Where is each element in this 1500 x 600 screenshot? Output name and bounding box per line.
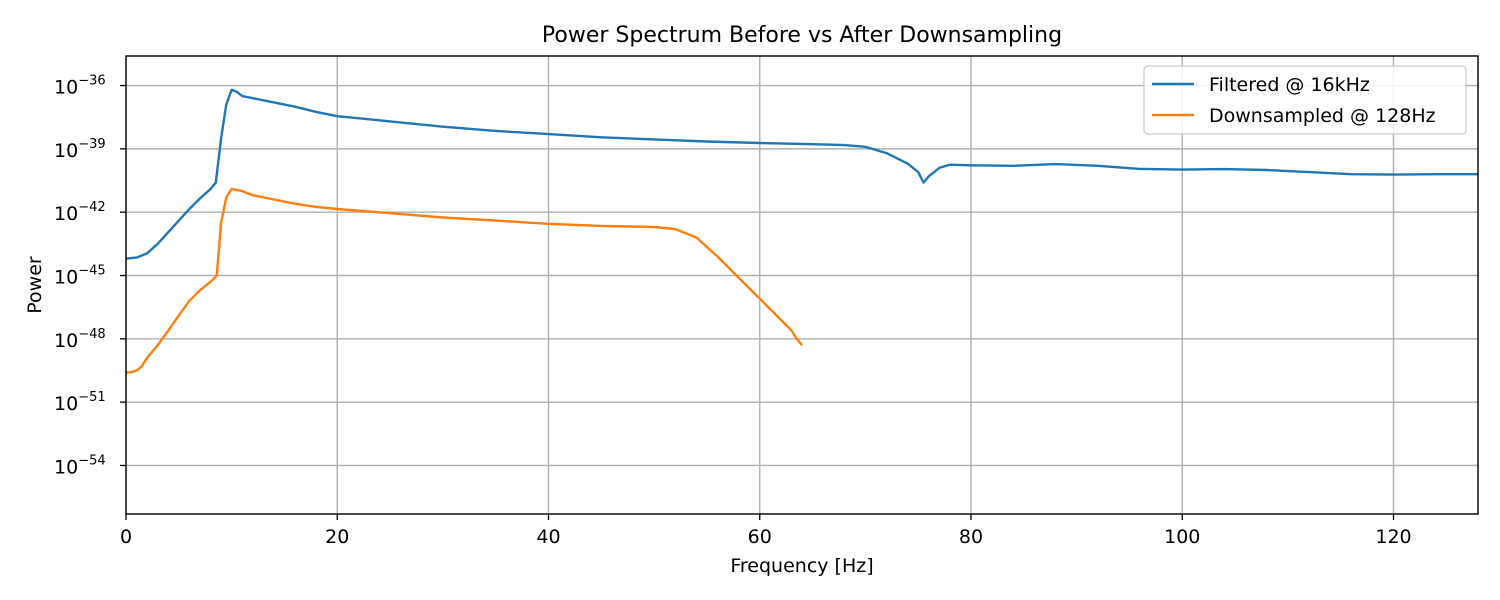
x-tick-label: 40 bbox=[536, 526, 560, 548]
legend: Filtered @ 16kHz Downsampled @ 128Hz bbox=[1143, 65, 1467, 135]
x-tick-label: 80 bbox=[959, 526, 983, 548]
y-tick-label: 10−51 bbox=[54, 390, 106, 415]
x-tick-label: 60 bbox=[748, 526, 772, 548]
legend-label-downsampled: Downsampled @ 128Hz bbox=[1209, 105, 1436, 127]
plot-frame bbox=[125, 55, 1479, 515]
y-tick-label: 10−42 bbox=[54, 200, 106, 225]
grid-layer bbox=[125, 56, 1478, 514]
x-tick-label: 0 bbox=[120, 526, 132, 548]
series-line-0 bbox=[125, 88, 1478, 260]
chart-title: Power Spectrum Before vs After Downsampl… bbox=[542, 23, 1062, 48]
x-tick-label: 120 bbox=[1375, 526, 1411, 548]
y-tick-label: 10−36 bbox=[54, 74, 106, 99]
legend-label-filtered: Filtered @ 16kHz bbox=[1209, 74, 1370, 96]
x-axis-label: Frequency [Hz] bbox=[730, 555, 873, 577]
series-layer bbox=[125, 88, 1478, 374]
legend-frame bbox=[1143, 65, 1467, 135]
x-tick-label: 100 bbox=[1164, 526, 1200, 548]
y-axis-label: Power bbox=[24, 256, 46, 314]
y-tick-label: 10−54 bbox=[54, 453, 106, 478]
y-tick-label: 10−45 bbox=[54, 264, 106, 289]
y-tick-label: 10−39 bbox=[54, 137, 106, 162]
x-tick-label: 20 bbox=[325, 526, 349, 548]
y-tick-label: 10−48 bbox=[54, 327, 106, 352]
ticks-layer: 0 20 40 60 80 100 120 10−36 10−39 10−42 10−45 10−48… bbox=[54, 74, 1412, 548]
series-line-1 bbox=[125, 187, 803, 374]
